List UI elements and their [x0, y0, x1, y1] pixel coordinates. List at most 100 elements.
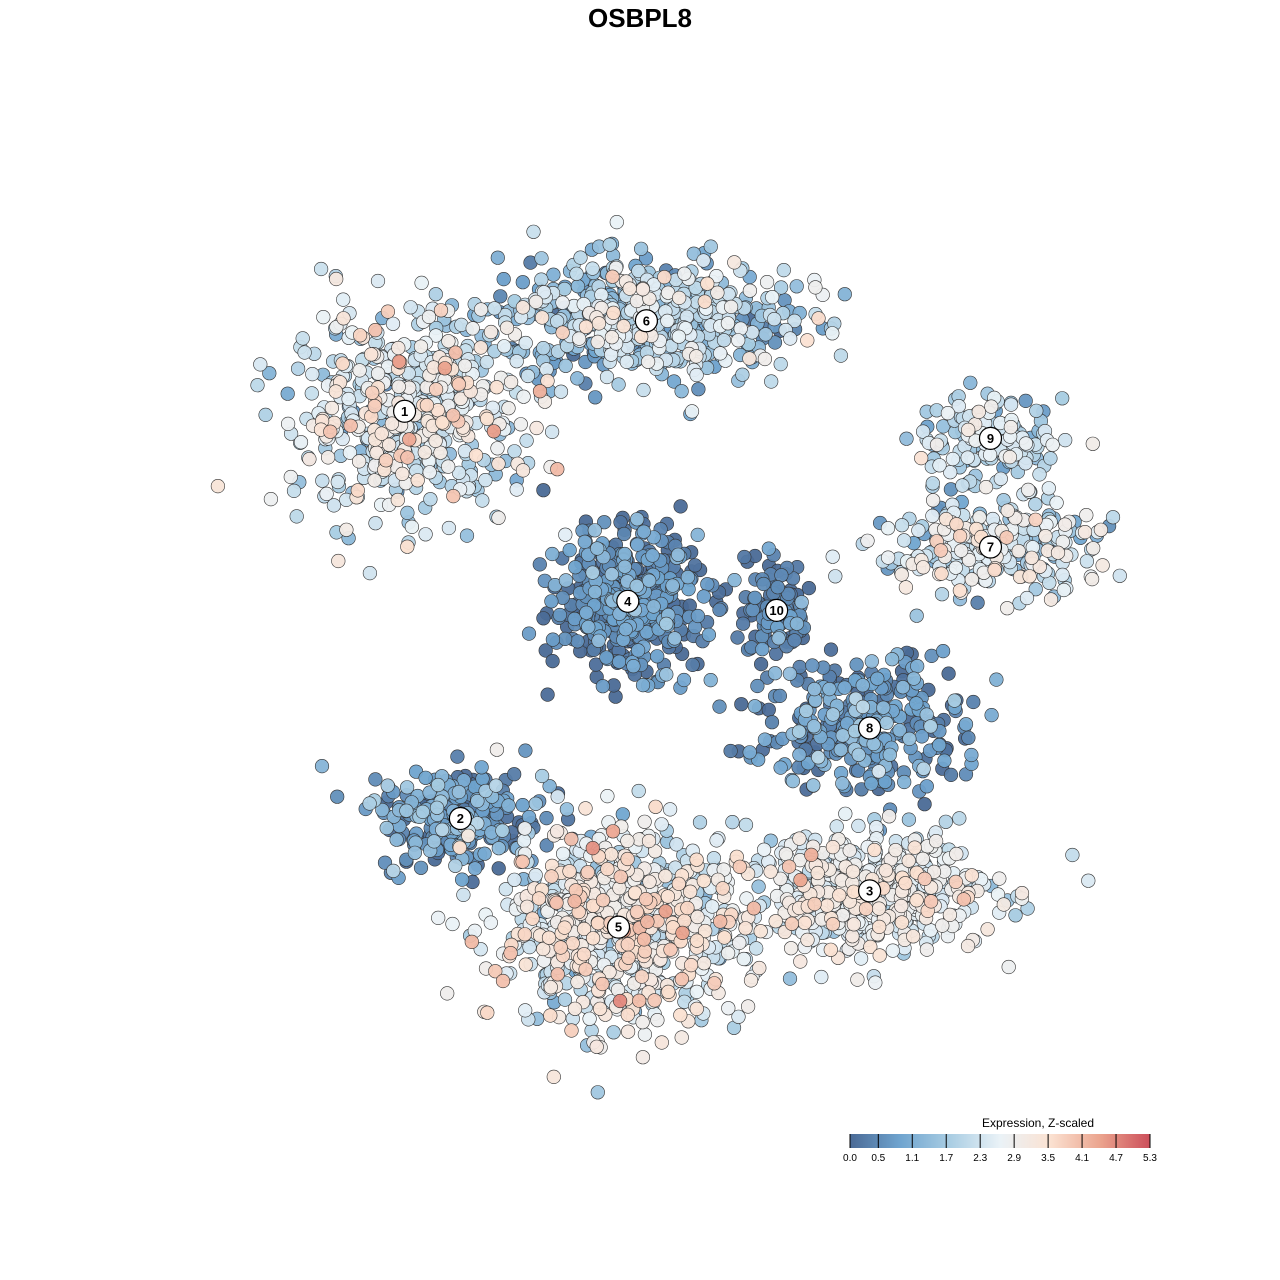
cell-point [423, 492, 438, 507]
cell-point [898, 876, 913, 891]
cell-point [690, 527, 705, 543]
cell-point [582, 1011, 597, 1026]
cell-point [902, 731, 917, 747]
cell-point [928, 833, 944, 849]
cell-point [509, 354, 524, 369]
cell-point [925, 508, 940, 524]
cell-point [518, 335, 533, 351]
cell-point [759, 275, 775, 290]
cell-point [418, 770, 433, 785]
cell-point [431, 777, 446, 793]
cell-point [565, 936, 580, 951]
cell-point [546, 1069, 561, 1084]
cell-point [670, 547, 686, 562]
cell-point [1079, 507, 1094, 523]
cell-point [667, 631, 682, 646]
cell-point [570, 634, 585, 649]
cell-point [723, 743, 738, 759]
cell-point [800, 932, 815, 948]
cell-point [978, 480, 994, 495]
cell-point [330, 474, 345, 490]
cell-point [1024, 550, 1039, 565]
cell-point [1014, 885, 1030, 901]
cell-point [992, 871, 1007, 886]
cell-point [789, 616, 805, 631]
cell-point [825, 326, 840, 341]
cell-point [707, 976, 722, 991]
cell-point [872, 919, 887, 935]
cell-point [567, 1001, 583, 1016]
cell-point [536, 611, 551, 626]
cell-point [791, 724, 807, 739]
cell-point [569, 266, 584, 281]
cell-point [579, 605, 594, 620]
cell-point [461, 828, 476, 843]
cell-point [532, 384, 548, 399]
cell-point [488, 778, 504, 793]
cell-point [1050, 545, 1066, 560]
cell-point [489, 742, 505, 757]
cell-point [952, 528, 968, 544]
cell-point [654, 817, 669, 832]
cell-point [782, 666, 798, 681]
cell-point [413, 339, 429, 354]
cell-point [850, 972, 865, 987]
cell-point [923, 719, 938, 734]
cell-point [564, 1023, 579, 1038]
cell-point [618, 622, 633, 637]
cell-point [767, 666, 783, 681]
cell-point [448, 345, 463, 360]
cell-point [960, 938, 976, 954]
cell-point [386, 863, 401, 879]
cell-point [544, 424, 560, 440]
cell-point [341, 391, 356, 407]
legend-tick-label: 4.1 [1075, 1153, 1089, 1164]
cell-point [712, 699, 727, 714]
cell-point [280, 386, 295, 401]
cell-point [578, 801, 593, 816]
cell-point [837, 287, 852, 302]
cell-point [855, 678, 870, 693]
cell-point [304, 386, 319, 401]
cell-point [620, 851, 635, 867]
cell-point [984, 707, 999, 723]
cell-point [783, 331, 798, 346]
cell-point [738, 817, 754, 833]
cell-point [764, 715, 780, 730]
cell-point [339, 522, 354, 537]
cell-point [1058, 433, 1073, 448]
cell-point [441, 520, 457, 536]
cell-point [637, 944, 653, 959]
cell-point [894, 915, 910, 930]
cell-point [958, 717, 974, 732]
cell-point [650, 649, 665, 664]
cell-point [949, 517, 964, 532]
cell-point [642, 874, 657, 889]
cell-point [576, 947, 592, 962]
cell-point [871, 764, 886, 779]
cell-point [555, 295, 570, 310]
cell-point [468, 448, 484, 463]
cell-point [362, 796, 377, 811]
cell-point [1055, 567, 1070, 583]
cell-point [541, 930, 557, 945]
cell-point [592, 1001, 608, 1016]
cell-point [489, 380, 504, 395]
cell-point [942, 907, 958, 923]
cell-point [595, 893, 611, 908]
cell-point [520, 368, 536, 384]
cell-point [868, 975, 883, 990]
cell-point [343, 418, 358, 433]
cell-point [963, 375, 978, 390]
cell-point [448, 858, 463, 873]
cell-point [564, 831, 579, 847]
cell-point [673, 499, 688, 514]
cell-point [335, 356, 350, 371]
cell-point [855, 699, 871, 715]
cell-point [696, 589, 711, 604]
cell-point [774, 568, 789, 583]
cell-point [620, 833, 635, 849]
cell-point [845, 929, 860, 944]
cell-point [400, 780, 415, 795]
cell-point [720, 945, 736, 961]
